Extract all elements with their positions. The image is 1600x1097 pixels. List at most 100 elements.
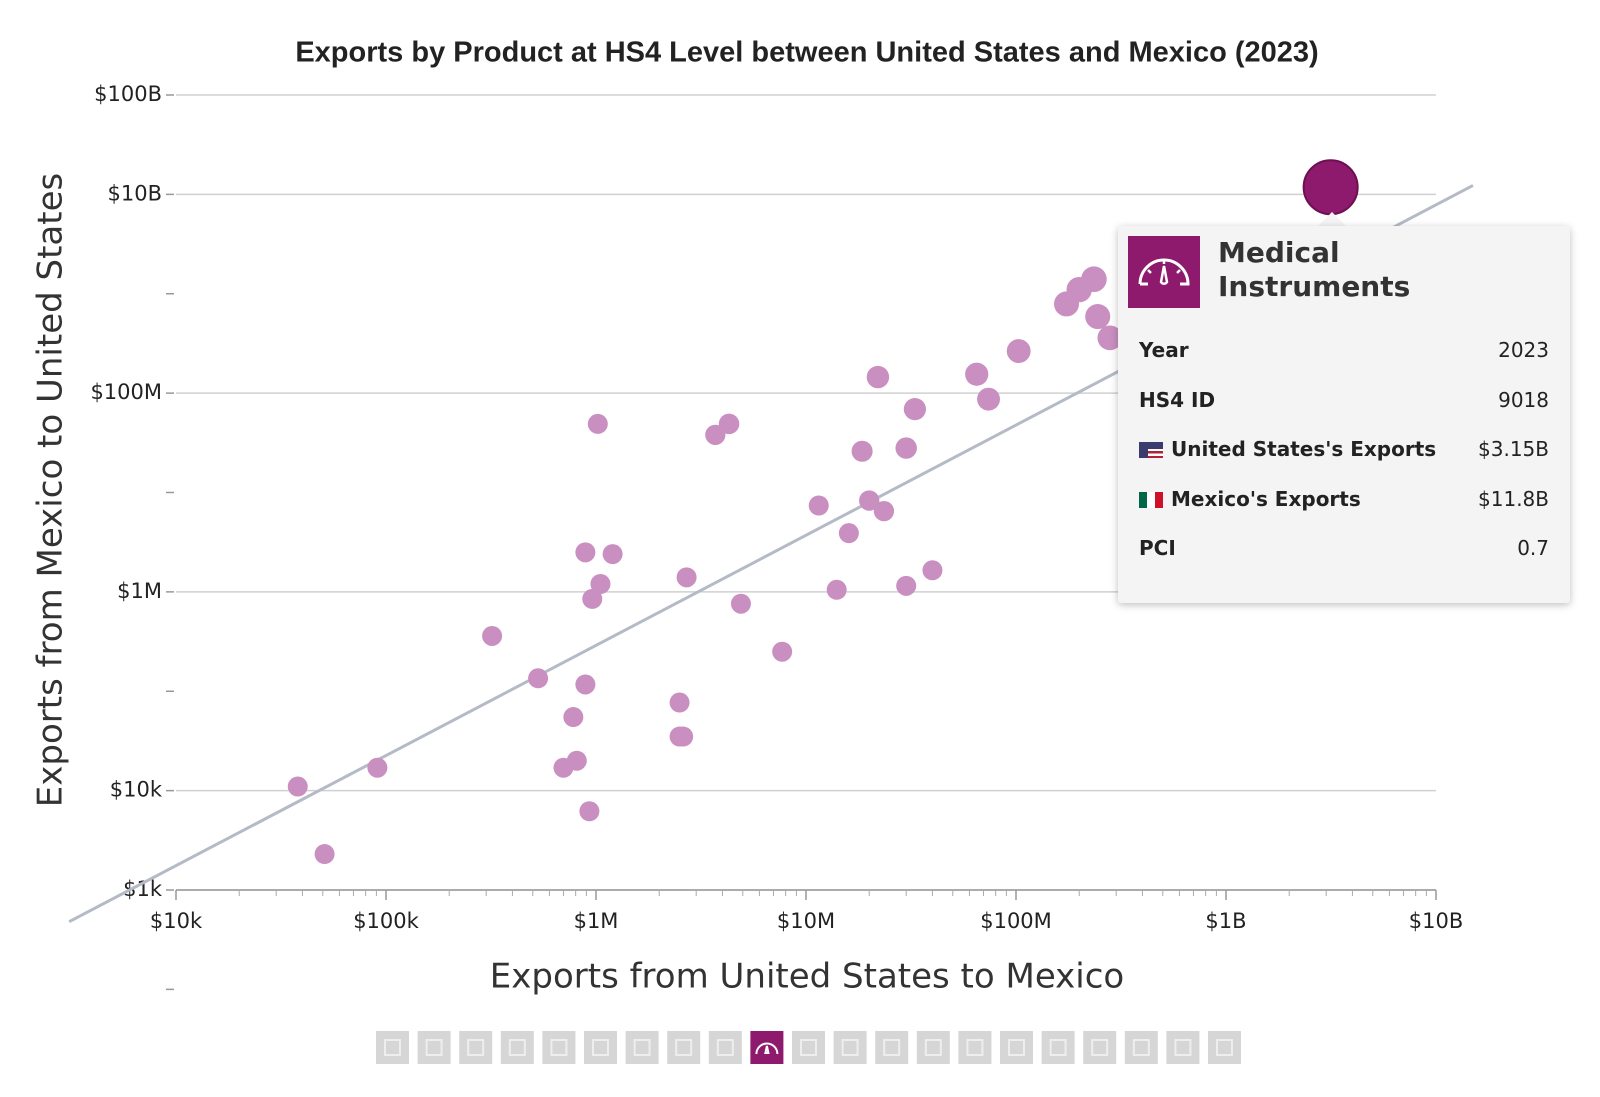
category-button[interactable] [625,1031,659,1064]
category-button[interactable] [1208,1031,1241,1064]
point [895,437,917,459]
category-icon [1041,1031,1075,1064]
category-button[interactable] [417,1031,451,1064]
category-button[interactable] [542,1031,576,1064]
category-button[interactable] [1041,1031,1075,1064]
x-tick-label: $10M [777,909,835,933]
category-icon [376,1031,409,1064]
point [287,776,308,797]
point [718,413,740,435]
category-icon [1166,1031,1200,1064]
icon-glyph [592,1039,609,1056]
y-tick-label: $1M [117,579,162,603]
point [705,424,726,446]
icon-glyph [1008,1039,1025,1056]
category-button[interactable] [750,1031,784,1064]
tooltip-row: HS4 ID 9018 [1139,388,1549,418]
category-icon [1124,1031,1158,1064]
category-button[interactable] [584,1031,617,1064]
category-button[interactable] [1083,1031,1117,1064]
category-button[interactable] [958,1031,992,1064]
gauge-glyph [755,1042,779,1055]
gauge-icon [1138,258,1190,286]
category-button[interactable] [459,1031,493,1064]
point [896,575,917,596]
category-icon [625,1031,659,1064]
icon-glyph [966,1039,984,1056]
x-axis-title: Exports from United States to Mexico [490,957,1124,997]
icon-glyph [384,1039,401,1056]
category-icon [1208,1031,1241,1064]
point [808,495,829,516]
point [602,544,623,565]
category-button[interactable] [1166,1031,1200,1064]
icon-glyph [425,1039,443,1056]
y-tick-label: $10B [108,181,163,205]
category-icon [792,1031,825,1064]
category-button[interactable] [916,1031,950,1064]
highlighted-point [1302,159,1359,216]
category-button[interactable] [875,1031,909,1064]
category-icon [667,1031,701,1064]
tooltip-label-text: HS4 ID [1139,387,1216,412]
category-icon [916,1031,950,1064]
category-icon [1000,1031,1033,1064]
category-button[interactable] [708,1031,742,1064]
point [873,500,895,522]
category-button[interactable] [376,1031,409,1064]
tooltip-label: United States's Exports [1139,437,1436,461]
tooltip-value: 9018 [1498,387,1549,412]
tooltip-label-text: Mexico's Exports [1171,486,1361,511]
tooltip-value: 2023 [1498,338,1549,362]
point [1097,325,1123,351]
tooltip-icon [1128,236,1200,308]
point [575,674,596,695]
tooltip-label: Mexico's Exports [1139,487,1361,511]
category-button[interactable] [1000,1031,1033,1064]
chart-title: Exports by Product at HS4 Level between … [295,37,1318,69]
tooltip-row: United States's Exports $3.15B [1139,437,1549,467]
point [1006,339,1031,364]
tooltip-label-text: PCI [1139,536,1176,560]
flag [1139,442,1163,458]
point [482,625,503,646]
category-button[interactable] [833,1031,867,1064]
tooltip-label-text: Year [1139,338,1189,362]
category-button[interactable] [500,1031,534,1064]
category-button[interactable] [667,1031,701,1064]
x-tick-label: $10k [150,909,203,933]
tooltip-pointer [1318,212,1346,226]
point [582,588,603,609]
tooltip-value: $3.15B [1478,437,1549,461]
category-icon [459,1031,493,1064]
point [575,542,596,563]
tooltip-label-text: United States's Exports [1171,437,1437,461]
icon-glyph [800,1039,817,1056]
y-tick-label: $100M [90,380,162,404]
category-icon [1083,1031,1117,1064]
x-tick-label: $10B [1409,909,1464,933]
y-tick-label: $100B [94,82,162,106]
point [866,365,890,389]
category-icon [500,1031,534,1064]
tooltip-value: 0.7 [1517,536,1549,560]
category-icon [833,1031,867,1064]
tooltip-row: PCI 0.7 [1139,536,1549,566]
category-icon [958,1031,992,1064]
category-button[interactable] [792,1031,825,1064]
point [730,593,751,614]
category-button[interactable] [1124,1031,1158,1064]
category-icon [584,1031,617,1064]
point [1085,303,1111,330]
point [676,567,697,588]
point [826,579,847,600]
icon-glyph [508,1039,526,1056]
x-tick-label: $1M [574,909,619,933]
point [903,398,926,421]
tooltip-label: PCI [1139,536,1176,560]
point [965,362,989,386]
point [977,387,1000,411]
point [922,560,943,581]
tooltip: Medical Instruments Year 2023 HS4 ID 9018 Un… [1118,226,1570,603]
